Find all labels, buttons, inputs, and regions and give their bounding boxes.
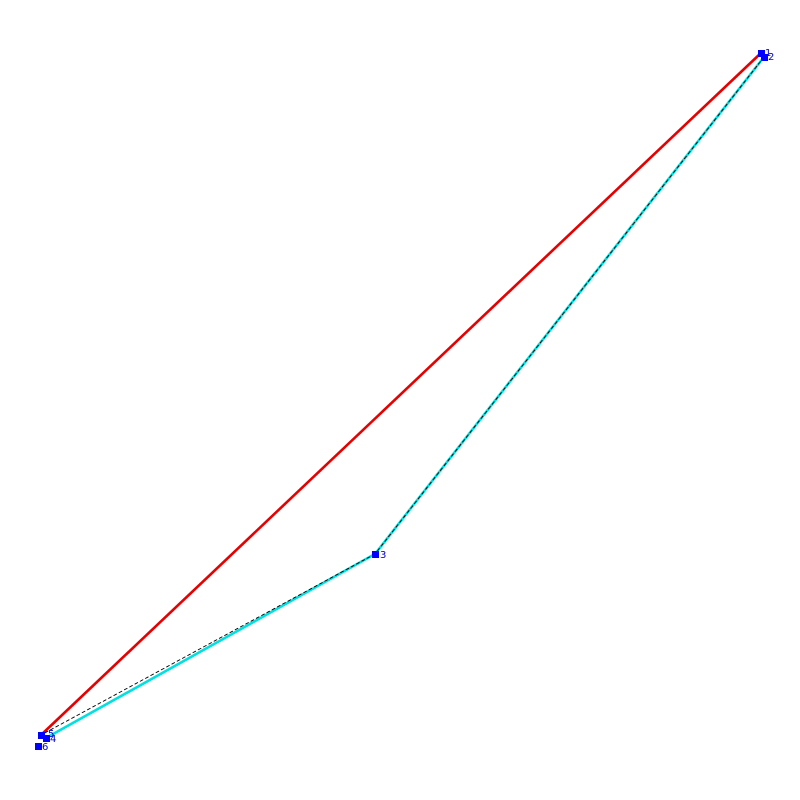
node-label-2: 2: [768, 52, 774, 63]
red-path-edge-5-1: [39, 51, 763, 737]
edges-layer: [39, 51, 766, 740]
cyan-path-edge-3-4: [44, 552, 377, 740]
node-label-1: 1: [765, 48, 771, 59]
node-label-3: 3: [380, 550, 386, 561]
node-marker-2: [761, 54, 768, 61]
node-marker-5: [38, 732, 45, 739]
node-marker-6: [35, 743, 42, 750]
dashed-path-edge-2-3: [374, 56, 765, 555]
node-label-6: 6: [42, 742, 48, 753]
node-marker-4: [43, 735, 50, 742]
dashed-path-edge-3-5: [40, 553, 376, 736]
node-label-4: 4: [50, 734, 56, 745]
nodes-layer: 12 3 456: [35, 48, 774, 753]
node-marker-3: [372, 551, 379, 558]
node-marker-1: [758, 50, 765, 57]
node-label-5: 5: [48, 729, 54, 740]
